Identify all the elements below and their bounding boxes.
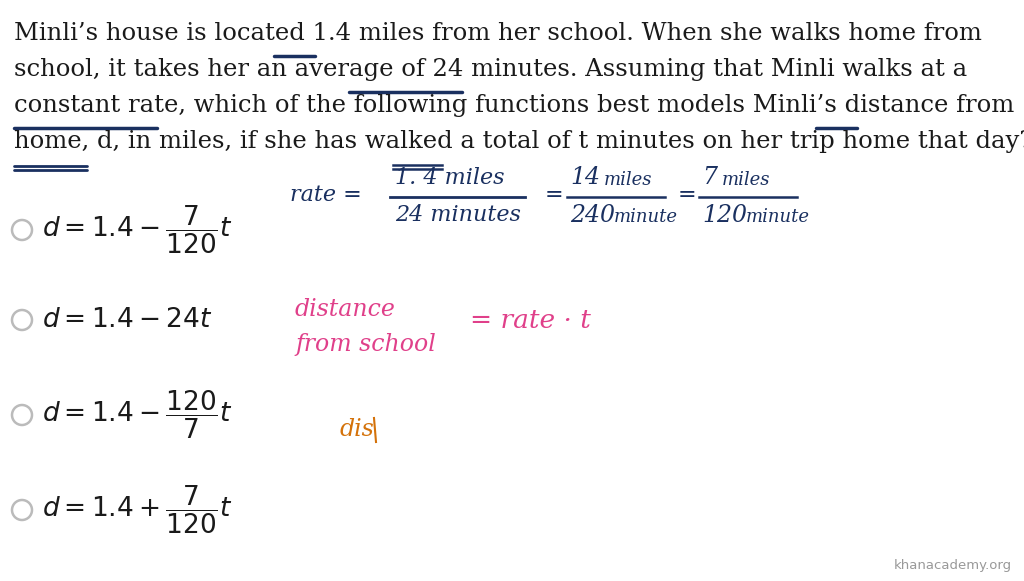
Text: 14: 14 xyxy=(570,167,600,189)
Text: rate =: rate = xyxy=(290,184,361,206)
Text: khanacademy.org: khanacademy.org xyxy=(894,559,1012,572)
Text: $d = 1.4 + \dfrac{7}{120}t$: $d = 1.4 + \dfrac{7}{120}t$ xyxy=(42,484,232,536)
Text: 1. 4 miles: 1. 4 miles xyxy=(395,167,505,189)
Text: 240: 240 xyxy=(570,203,615,227)
Text: = rate · t: = rate · t xyxy=(470,307,591,332)
Text: dis: dis xyxy=(340,418,375,442)
Text: =: = xyxy=(545,184,563,206)
Text: $d = 1.4 - 24t$: $d = 1.4 - 24t$ xyxy=(42,307,212,333)
Text: school, it takes her an average of 24 minutes. Assuming that Minli walks at a: school, it takes her an average of 24 mi… xyxy=(14,58,967,81)
Text: miles: miles xyxy=(604,171,652,189)
Text: minute: minute xyxy=(746,208,810,226)
Text: $d = 1.4 - \dfrac{7}{120}t$: $d = 1.4 - \dfrac{7}{120}t$ xyxy=(42,204,232,256)
Text: miles: miles xyxy=(722,171,770,189)
Text: 24 minutes: 24 minutes xyxy=(395,204,521,226)
Text: Minli’s house is located 1.4 miles from her school. When she walks home from: Minli’s house is located 1.4 miles from … xyxy=(14,22,982,45)
Text: 120: 120 xyxy=(702,203,746,227)
Text: from school: from school xyxy=(295,333,436,357)
Text: distance: distance xyxy=(295,299,396,321)
Text: $d = 1.4 - \dfrac{120}{7}t$: $d = 1.4 - \dfrac{120}{7}t$ xyxy=(42,389,232,441)
Text: minute: minute xyxy=(614,208,678,226)
Text: constant rate, which of the following functions best models Minli’s distance fro: constant rate, which of the following fu… xyxy=(14,94,1014,117)
Text: home, d, in miles, if she has walked a total of t minutes on her trip home that : home, d, in miles, if she has walked a t… xyxy=(14,130,1024,153)
Text: =: = xyxy=(678,184,696,206)
Text: 7: 7 xyxy=(702,167,717,189)
